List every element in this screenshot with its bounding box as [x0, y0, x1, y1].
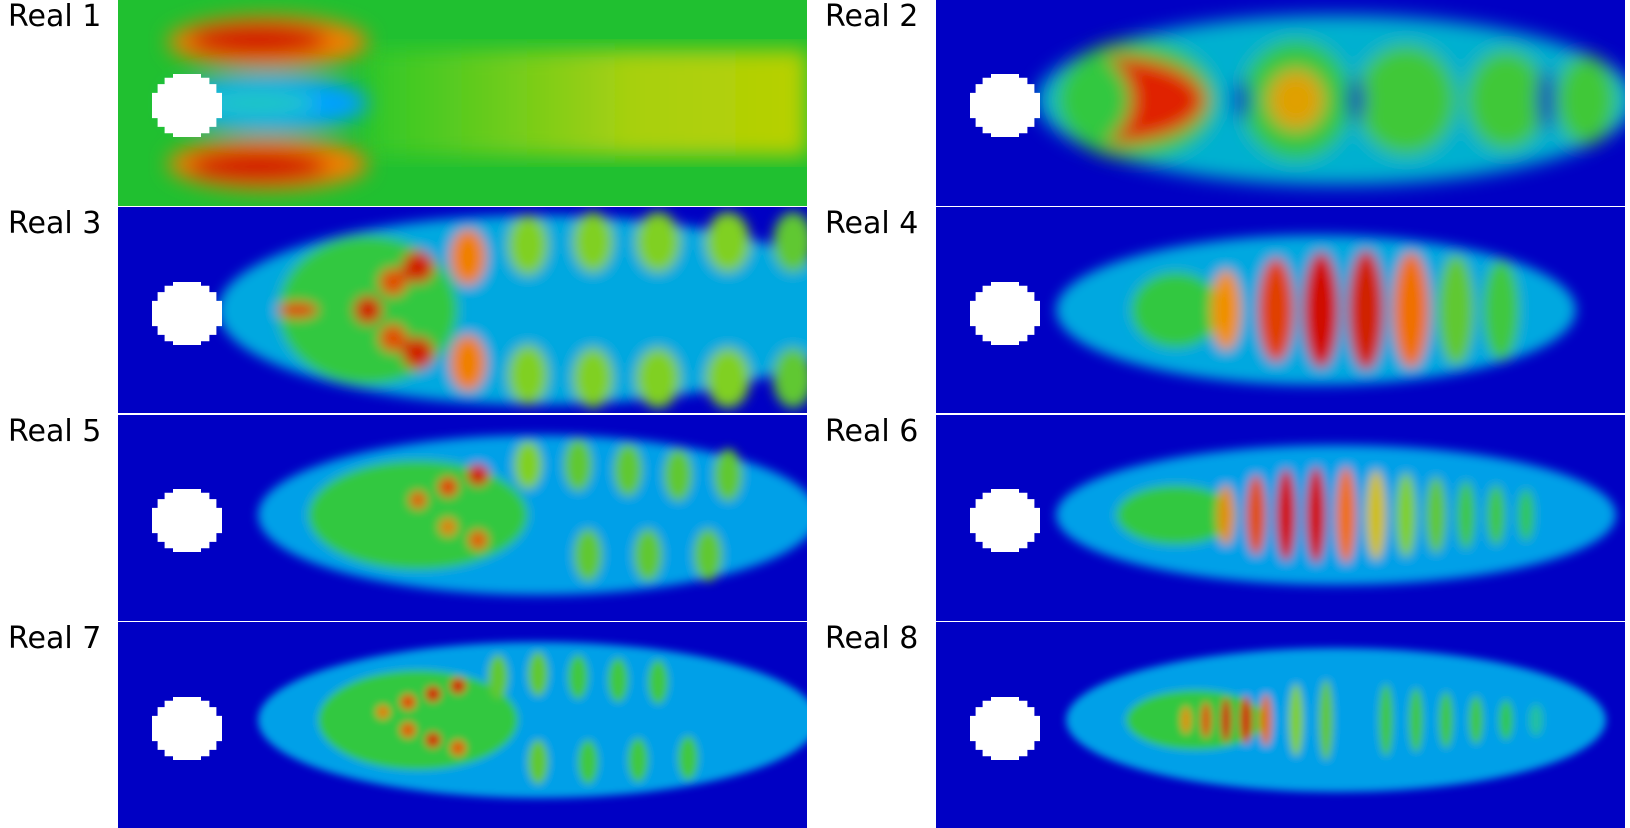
cylinder-obstacle-5	[152, 489, 222, 552]
cylinder-obstacle-3	[152, 282, 222, 345]
panel-label-real-3: Real 3	[8, 206, 102, 241]
flow-field-image-1	[118, 0, 807, 206]
panel-label-real-6: Real 6	[825, 414, 919, 449]
flow-field-image-5	[118, 415, 807, 621]
flow-field-image-3	[118, 207, 807, 413]
flow-field-image-6	[936, 415, 1625, 621]
cylinder-obstacle-7	[152, 697, 222, 760]
flow-field-image-4	[936, 207, 1625, 413]
panel-label-real-8: Real 8	[825, 621, 919, 656]
cylinder-obstacle-6	[970, 489, 1040, 552]
panel-label-real-7: Real 7	[8, 621, 102, 656]
flow-field-image-7	[118, 622, 807, 828]
panel-label-real-2: Real 2	[825, 0, 919, 34]
cylinder-obstacle-4	[970, 282, 1040, 345]
panel-label-real-4: Real 4	[825, 206, 919, 241]
cylinder-obstacle-2	[970, 74, 1040, 137]
panel-label-real-5: Real 5	[8, 414, 102, 449]
cylinder-obstacle-1	[152, 74, 222, 137]
flow-field-image-8	[936, 622, 1625, 828]
flow-field-image-2	[936, 0, 1625, 206]
cylinder-obstacle-8	[970, 697, 1040, 760]
panel-label-real-1: Real 1	[8, 0, 102, 34]
